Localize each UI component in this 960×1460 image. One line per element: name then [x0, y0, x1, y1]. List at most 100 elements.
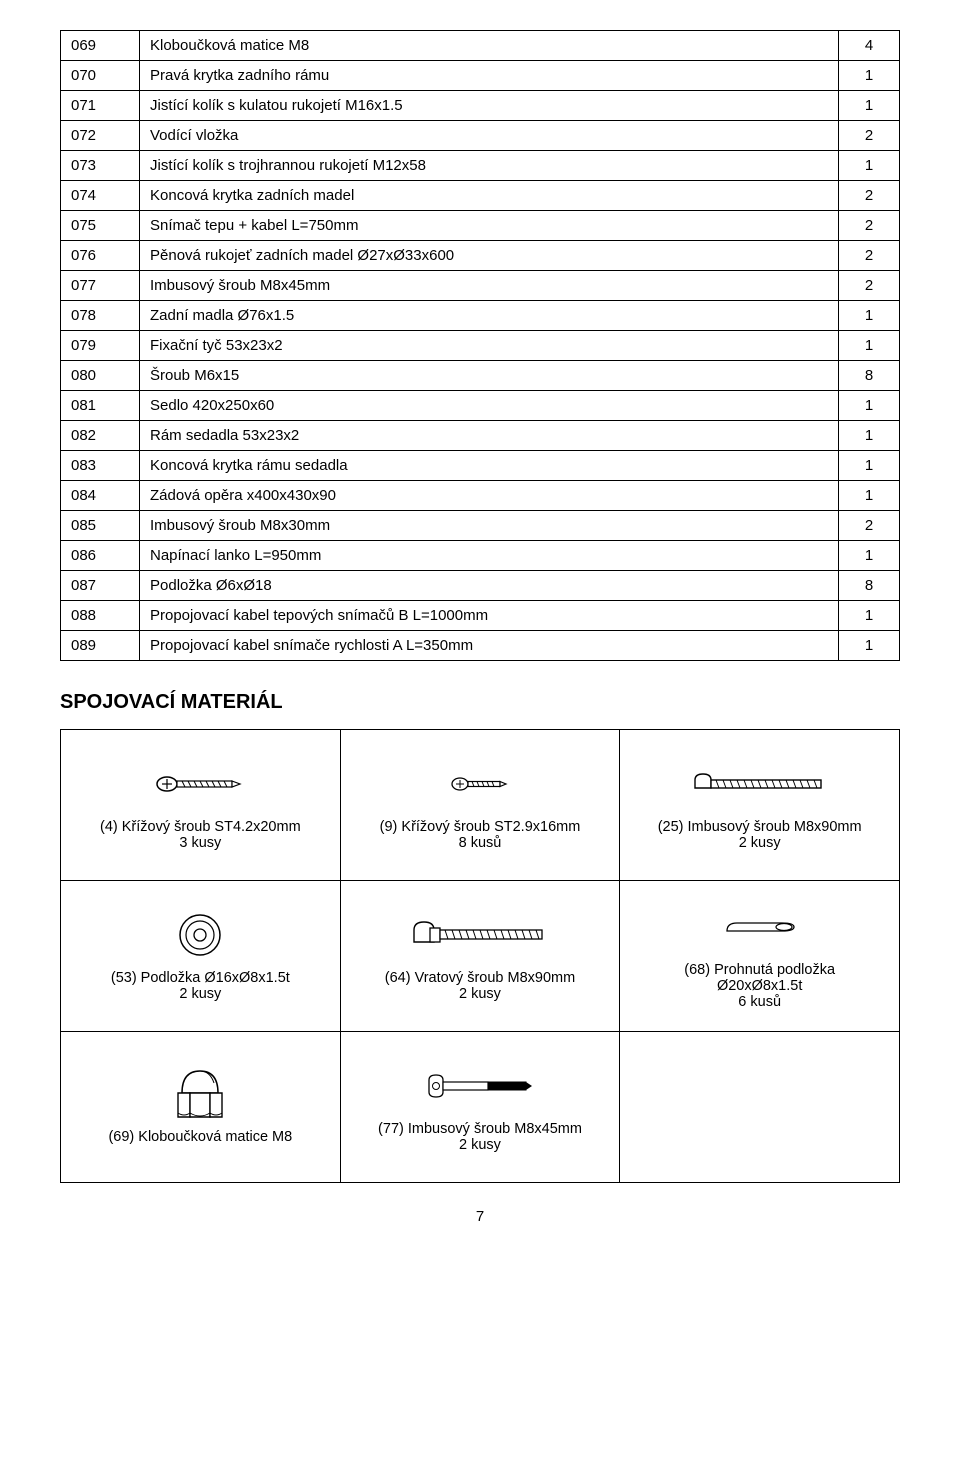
- material-cell: (25) Imbusový šroub M8x90mm 2 kusy: [620, 730, 900, 881]
- part-description: Zadní madla Ø76x1.5: [140, 301, 839, 331]
- part-number: 085: [61, 511, 140, 541]
- part-number: 086: [61, 541, 140, 571]
- table-row: 083Koncová krytka rámu sedadla1: [61, 451, 900, 481]
- part-qty: 1: [839, 91, 900, 121]
- part-number: 087: [61, 571, 140, 601]
- part-qty: 1: [839, 331, 900, 361]
- table-row: 071Jistící kolík s kulatou rukojetí M16x…: [61, 91, 900, 121]
- part-qty: 1: [839, 631, 900, 661]
- part-description: Fixační tyč 53x23x2: [140, 331, 839, 361]
- part-number: 078: [61, 301, 140, 331]
- part-qty: 1: [839, 301, 900, 331]
- bent-washer-icon: [628, 902, 891, 952]
- part-qty: 1: [839, 601, 900, 631]
- material-label: (9) Křížový šroub ST2.9x16mm: [349, 819, 612, 835]
- part-qty: 1: [839, 421, 900, 451]
- part-description: Jistící kolík s trojhrannou rukojetí M12…: [140, 151, 839, 181]
- part-number: 074: [61, 181, 140, 211]
- part-description: Koncová krytka rámu sedadla: [140, 451, 839, 481]
- material-qty: 2 kusy: [69, 986, 332, 1002]
- material-qty: 8 kusů: [349, 835, 612, 851]
- part-description: Imbusový šroub M8x30mm: [140, 511, 839, 541]
- table-row: 077Imbusový šroub M8x45mm2: [61, 271, 900, 301]
- part-number: 069: [61, 31, 140, 61]
- part-description: Šroub M6x15: [140, 361, 839, 391]
- material-label: (68) Prohnutá podložka: [628, 962, 891, 978]
- part-number: 079: [61, 331, 140, 361]
- table-row: 075Snímač tepu + kabel L=750mm2: [61, 211, 900, 241]
- allen-bolt-icon: [349, 1061, 612, 1111]
- material-cell: (53) Podložka Ø16xØ8x1.5t 2 kusy: [61, 881, 341, 1032]
- table-row: 080Šroub M6x158: [61, 361, 900, 391]
- part-number: 089: [61, 631, 140, 661]
- part-number: 081: [61, 391, 140, 421]
- part-qty: 1: [839, 391, 900, 421]
- part-qty: 2: [839, 181, 900, 211]
- table-row: 069Kloboučková matice M84: [61, 31, 900, 61]
- material-label: (77) Imbusový šroub M8x45mm: [349, 1121, 612, 1137]
- part-qty: 4: [839, 31, 900, 61]
- part-description: Kloboučková matice M8: [140, 31, 839, 61]
- part-description: Imbusový šroub M8x45mm: [140, 271, 839, 301]
- material-cell-empty: [620, 1032, 900, 1183]
- material-cell: (69) Kloboučková matice M8: [61, 1032, 341, 1183]
- part-description: Koncová krytka zadních madel: [140, 181, 839, 211]
- table-row: 079Fixační tyč 53x23x21: [61, 331, 900, 361]
- part-qty: 2: [839, 121, 900, 151]
- table-row: 089Propojovací kabel snímače rychlosti A…: [61, 631, 900, 661]
- part-number: 073: [61, 151, 140, 181]
- part-number: 083: [61, 451, 140, 481]
- part-number: 075: [61, 211, 140, 241]
- page-number: 7: [60, 1208, 900, 1225]
- material-label-2: Ø20xØ8x1.5t: [628, 978, 891, 994]
- material-qty: 2 kusy: [349, 1137, 612, 1153]
- bolt-icon: [628, 759, 891, 809]
- part-qty: 2: [839, 271, 900, 301]
- table-row: 073Jistící kolík s trojhrannou rukojetí …: [61, 151, 900, 181]
- parts-table: 069Kloboučková matice M84070Pravá krytka…: [60, 30, 900, 661]
- material-label: (64) Vratový šroub M8x90mm: [349, 970, 612, 986]
- material-qty: 2 kusy: [628, 835, 891, 851]
- table-row: 086Napínací lanko L=950mm1: [61, 541, 900, 571]
- part-number: 088: [61, 601, 140, 631]
- part-description: Propojovací kabel snímače rychlosti A L=…: [140, 631, 839, 661]
- table-row: 076Pěnová rukojeť zadních madel Ø27xØ33x…: [61, 241, 900, 271]
- part-number: 082: [61, 421, 140, 451]
- part-number: 080: [61, 361, 140, 391]
- part-description: Propojovací kabel tepových snímačů B L=1…: [140, 601, 839, 631]
- part-qty: 2: [839, 241, 900, 271]
- part-qty: 1: [839, 151, 900, 181]
- material-qty: 3 kusy: [69, 835, 332, 851]
- table-row: 085Imbusový šroub M8x30mm2: [61, 511, 900, 541]
- cap-nut-icon: [69, 1069, 332, 1119]
- washer-icon: [69, 910, 332, 960]
- part-description: Snímač tepu + kabel L=750mm: [140, 211, 839, 241]
- part-description: Rám sedadla 53x23x2: [140, 421, 839, 451]
- table-row: 072Vodící vložka2: [61, 121, 900, 151]
- part-description: Jistící kolík s kulatou rukojetí M16x1.5: [140, 91, 839, 121]
- section-title: SPOJOVACÍ MATERIÁL: [60, 691, 900, 714]
- part-number: 076: [61, 241, 140, 271]
- part-qty: 1: [839, 481, 900, 511]
- table-row: 088Propojovací kabel tepových snímačů B …: [61, 601, 900, 631]
- part-number: 077: [61, 271, 140, 301]
- material-cell: (68) Prohnutá podložka Ø20xØ8x1.5t 6 kus…: [620, 881, 900, 1032]
- part-description: Podložka Ø6xØ18: [140, 571, 839, 601]
- part-description: Pěnová rukojeť zadních madel Ø27xØ33x600: [140, 241, 839, 271]
- material-cell: (9) Křížový šroub ST2.9x16mm 8 kusů: [340, 730, 620, 881]
- carriage-bolt-icon: [349, 910, 612, 960]
- part-description: Vodící vložka: [140, 121, 839, 151]
- table-row: 081Sedlo 420x250x601: [61, 391, 900, 421]
- part-number: 070: [61, 61, 140, 91]
- part-qty: 2: [839, 511, 900, 541]
- part-number: 071: [61, 91, 140, 121]
- part-qty: 8: [839, 361, 900, 391]
- table-row: 087Podložka Ø6xØ188: [61, 571, 900, 601]
- material-cell: (64) Vratový šroub M8x90mm 2 kusy: [340, 881, 620, 1032]
- part-qty: 1: [839, 61, 900, 91]
- screw-icon-1: [69, 759, 332, 809]
- material-cell: (4) Křížový šroub ST4.2x20mm 3 kusy: [61, 730, 341, 881]
- screw-icon-2: [349, 759, 612, 809]
- part-description: Napínací lanko L=950mm: [140, 541, 839, 571]
- part-description: Zádová opěra x400x430x90: [140, 481, 839, 511]
